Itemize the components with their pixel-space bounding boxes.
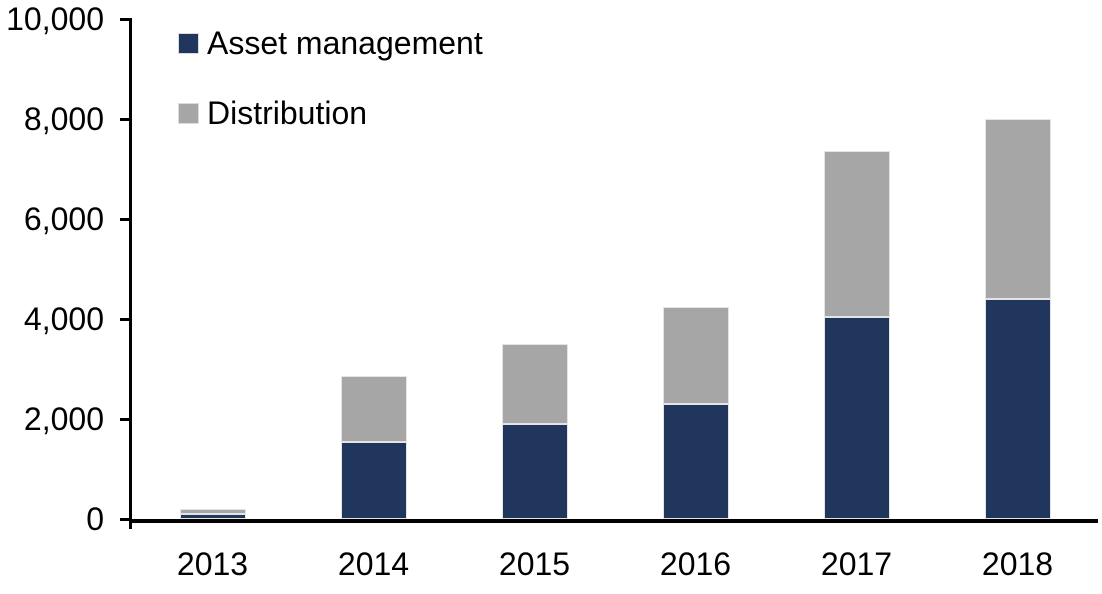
legend: Asset management Distribution (178, 25, 483, 131)
y-tick-mark-4,000 (120, 317, 132, 321)
y-tick-mark-2,000 (120, 417, 132, 421)
x-tick-label-2017: 2017 (820, 546, 893, 582)
bar-segment-2017-asset-management (823, 316, 890, 519)
y-tick-label-0: 0 (86, 501, 104, 537)
legend-label-distribution: Distribution (207, 95, 368, 131)
bar-group-2017 (823, 150, 890, 519)
x-tick-label-2014: 2014 (337, 546, 410, 582)
bar-group-2013 (179, 509, 246, 519)
bar-segment-2018-distribution (984, 119, 1051, 299)
bar-segment-2014-asset-management (340, 441, 407, 519)
asset-management-swatch-icon (178, 32, 199, 54)
y-tick-mark-0 (120, 517, 132, 521)
bar-segment-2017-distribution (823, 150, 890, 317)
bar-group-2016 (662, 306, 729, 519)
y-tick-mark-10,000 (120, 17, 132, 21)
x-axis-edge-tick (129, 523, 132, 529)
bar-segment-2015-distribution (501, 344, 568, 424)
bar-group-2018 (984, 119, 1051, 519)
plot-area (120, 17, 1098, 529)
bar-segment-2014-distribution (340, 375, 407, 442)
bar-group-2014 (340, 375, 407, 519)
y-tick-mark-6,000 (120, 217, 132, 221)
y-tick-label-8,000: 8,000 (23, 101, 104, 137)
x-tick-label-2016: 2016 (659, 546, 732, 582)
bar-segment-2018-asset-management (984, 299, 1051, 519)
bar-group-2015 (501, 344, 568, 519)
bar-segment-2013-distribution (179, 509, 246, 514)
bar-segment-2016-distribution (662, 306, 729, 404)
y-tick-label-2,000: 2,000 (23, 401, 104, 437)
legend-item-asset-management: Asset management (178, 25, 483, 61)
bar-segment-2013-asset-management (179, 514, 246, 519)
legend-item-distribution: Distribution (178, 95, 483, 131)
distribution-swatch-icon (178, 102, 199, 124)
x-tick-label-2013: 2013 (176, 546, 249, 582)
y-tick-label-6,000: 6,000 (23, 201, 104, 237)
legend-label-asset-management: Asset management (207, 25, 483, 61)
x-tick-label-2018: 2018 (981, 546, 1054, 582)
y-tick-mark-8,000 (120, 117, 132, 121)
y-tick-label-4,000: 4,000 (23, 301, 104, 337)
y-tick-label-10,000: 10,000 (6, 1, 104, 37)
bar-segment-2015-asset-management (501, 424, 568, 519)
bar-segment-2016-asset-management (662, 404, 729, 519)
x-tick-label-2015: 2015 (498, 546, 571, 582)
